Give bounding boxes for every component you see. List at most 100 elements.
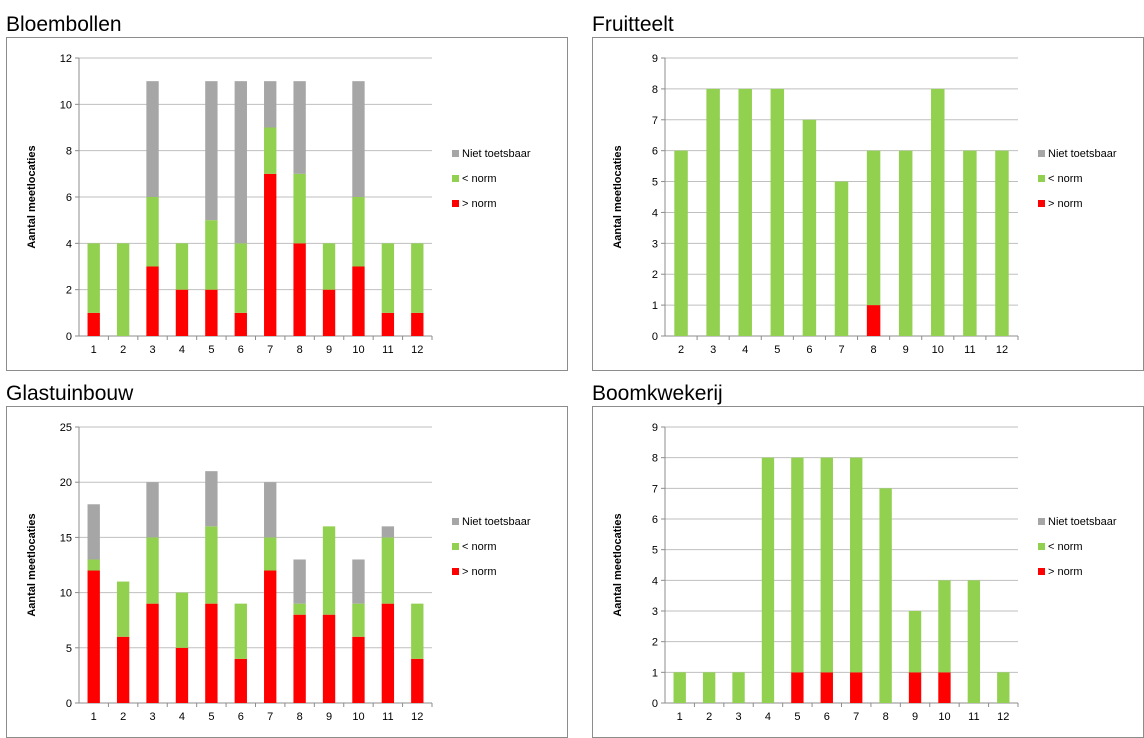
- bar-segment: [706, 88, 720, 336]
- legend-label: Niet toetsbaar: [462, 516, 531, 528]
- bar-segment: [381, 537, 395, 604]
- x-tick-label: 6: [238, 344, 244, 356]
- bar-segment: [175, 243, 189, 290]
- y-tick-label: 8: [66, 146, 72, 158]
- legend-swatch: [452, 200, 459, 207]
- x-tick-label: 12: [411, 344, 423, 356]
- legend-label: > norm: [462, 566, 497, 578]
- y-tick-label: 1: [652, 667, 658, 679]
- bar-segment: [381, 312, 395, 336]
- chart-panel-bloembollen: Bloembollen 0 2 4 6 8 10 12 1 2 3 4 5 6 7 8 9 10 11 12 Aant…: [6, 13, 568, 371]
- x-tick-label: 2: [120, 711, 126, 723]
- x-tick-label: 8: [297, 344, 303, 356]
- x-tick-label: 1: [91, 711, 97, 723]
- x-tick-label: 6: [806, 344, 812, 356]
- bar-segment: [293, 243, 306, 336]
- y-tick-label: 12: [60, 53, 72, 65]
- legend-swatch: [1038, 150, 1045, 157]
- y-axis-label: Aantal meetlocaties: [612, 513, 624, 616]
- bar-segment: [674, 150, 688, 336]
- x-tick-label: 5: [774, 344, 780, 356]
- bar-segment: [997, 672, 1010, 703]
- bar-segment: [381, 243, 395, 313]
- bar-segment: [205, 81, 218, 221]
- bar-segment: [850, 672, 863, 703]
- bar-segment: [322, 289, 336, 336]
- x-tick-label: 4: [179, 711, 185, 723]
- bar-segment: [175, 289, 189, 336]
- x-tick-label: 1: [91, 344, 97, 356]
- chart-frame: 0 1 2 3 4 5 6 7 8 9 1 2 3 4 5 6 7 8 9 10 11 12 Aantal meetloca…: [592, 406, 1144, 738]
- bar-segment: [146, 266, 159, 336]
- x-tick-label: 5: [208, 344, 214, 356]
- y-tick-label: 5: [652, 545, 658, 557]
- x-tick-label: 3: [149, 711, 155, 723]
- bar-segment: [293, 559, 306, 604]
- x-tick-label: 5: [208, 711, 214, 723]
- bar-segment: [234, 603, 247, 659]
- bar-segment: [293, 603, 306, 615]
- legend-swatch: [1038, 175, 1045, 182]
- bar-segment: [879, 488, 892, 703]
- chart-title: Fruitteelt: [592, 13, 674, 36]
- x-tick-label: 8: [883, 711, 889, 723]
- bar-segment: [175, 647, 189, 703]
- y-tick-label: 10: [60, 588, 72, 600]
- bar-segment: [802, 119, 817, 337]
- bar-segment: [87, 504, 100, 560]
- x-tick-label: 7: [853, 711, 859, 723]
- y-tick-label: 3: [652, 238, 658, 250]
- x-tick-label: 2: [120, 344, 126, 356]
- legend-label: Niet toetsbaar: [1048, 516, 1117, 528]
- y-tick-label: 8: [652, 84, 658, 96]
- bar-segment: [411, 243, 424, 313]
- x-tick-label: 8: [297, 711, 303, 723]
- legend-label: > norm: [462, 198, 497, 210]
- bar-segment: [820, 457, 833, 673]
- y-axis-label: Aantal meetlocaties: [26, 513, 38, 616]
- bar-segment: [146, 537, 159, 604]
- y-axis-label: Aantal meetlocaties: [612, 145, 624, 248]
- bar-segment: [146, 603, 159, 703]
- legend-label: > norm: [1048, 198, 1083, 210]
- bar-segment: [87, 559, 100, 571]
- bar-segment: [116, 243, 130, 336]
- y-tick-label: 20: [60, 477, 72, 489]
- legend-label: Niet toetsbaar: [462, 148, 531, 160]
- bar-segment: [791, 672, 804, 703]
- y-tick-label: 2: [66, 285, 72, 297]
- x-tick-label: 9: [326, 711, 332, 723]
- bar-segment: [967, 580, 981, 703]
- x-tick-label: 4: [742, 344, 748, 356]
- y-tick-label: 3: [652, 606, 658, 618]
- bar-segment: [87, 312, 100, 336]
- x-tick-label: 6: [824, 711, 830, 723]
- legend-swatch: [1038, 200, 1045, 207]
- y-tick-label: 9: [652, 53, 658, 65]
- y-tick-label: 0: [66, 331, 72, 343]
- x-tick-label: 10: [932, 344, 944, 356]
- bar-segment: [963, 150, 977, 336]
- bar-segment: [322, 614, 336, 703]
- bar-segment: [205, 526, 218, 604]
- y-tick-label: 25: [60, 422, 72, 434]
- y-tick-label: 4: [66, 238, 72, 250]
- legend-swatch: [452, 518, 459, 525]
- y-tick-label: 6: [66, 192, 72, 204]
- y-tick-label: 1: [652, 300, 658, 312]
- bar-segment: [938, 580, 951, 673]
- y-tick-label: 7: [652, 115, 658, 127]
- x-tick-label: 12: [996, 344, 1008, 356]
- y-tick-label: 4: [652, 207, 658, 219]
- chart-frame: 0 5 10 15 20 25 1 2 3 4 5 6 7 8 9 10 11 12 Aantal meetloca…: [6, 406, 568, 738]
- bar-segment: [205, 220, 218, 290]
- x-tick-label: 7: [838, 344, 844, 356]
- y-tick-label: 0: [652, 331, 658, 343]
- y-tick-label: 10: [60, 99, 72, 111]
- bar-segment: [116, 636, 130, 703]
- y-tick-label: 5: [652, 177, 658, 189]
- x-tick-label: 1: [677, 711, 683, 723]
- x-tick-label: 6: [238, 711, 244, 723]
